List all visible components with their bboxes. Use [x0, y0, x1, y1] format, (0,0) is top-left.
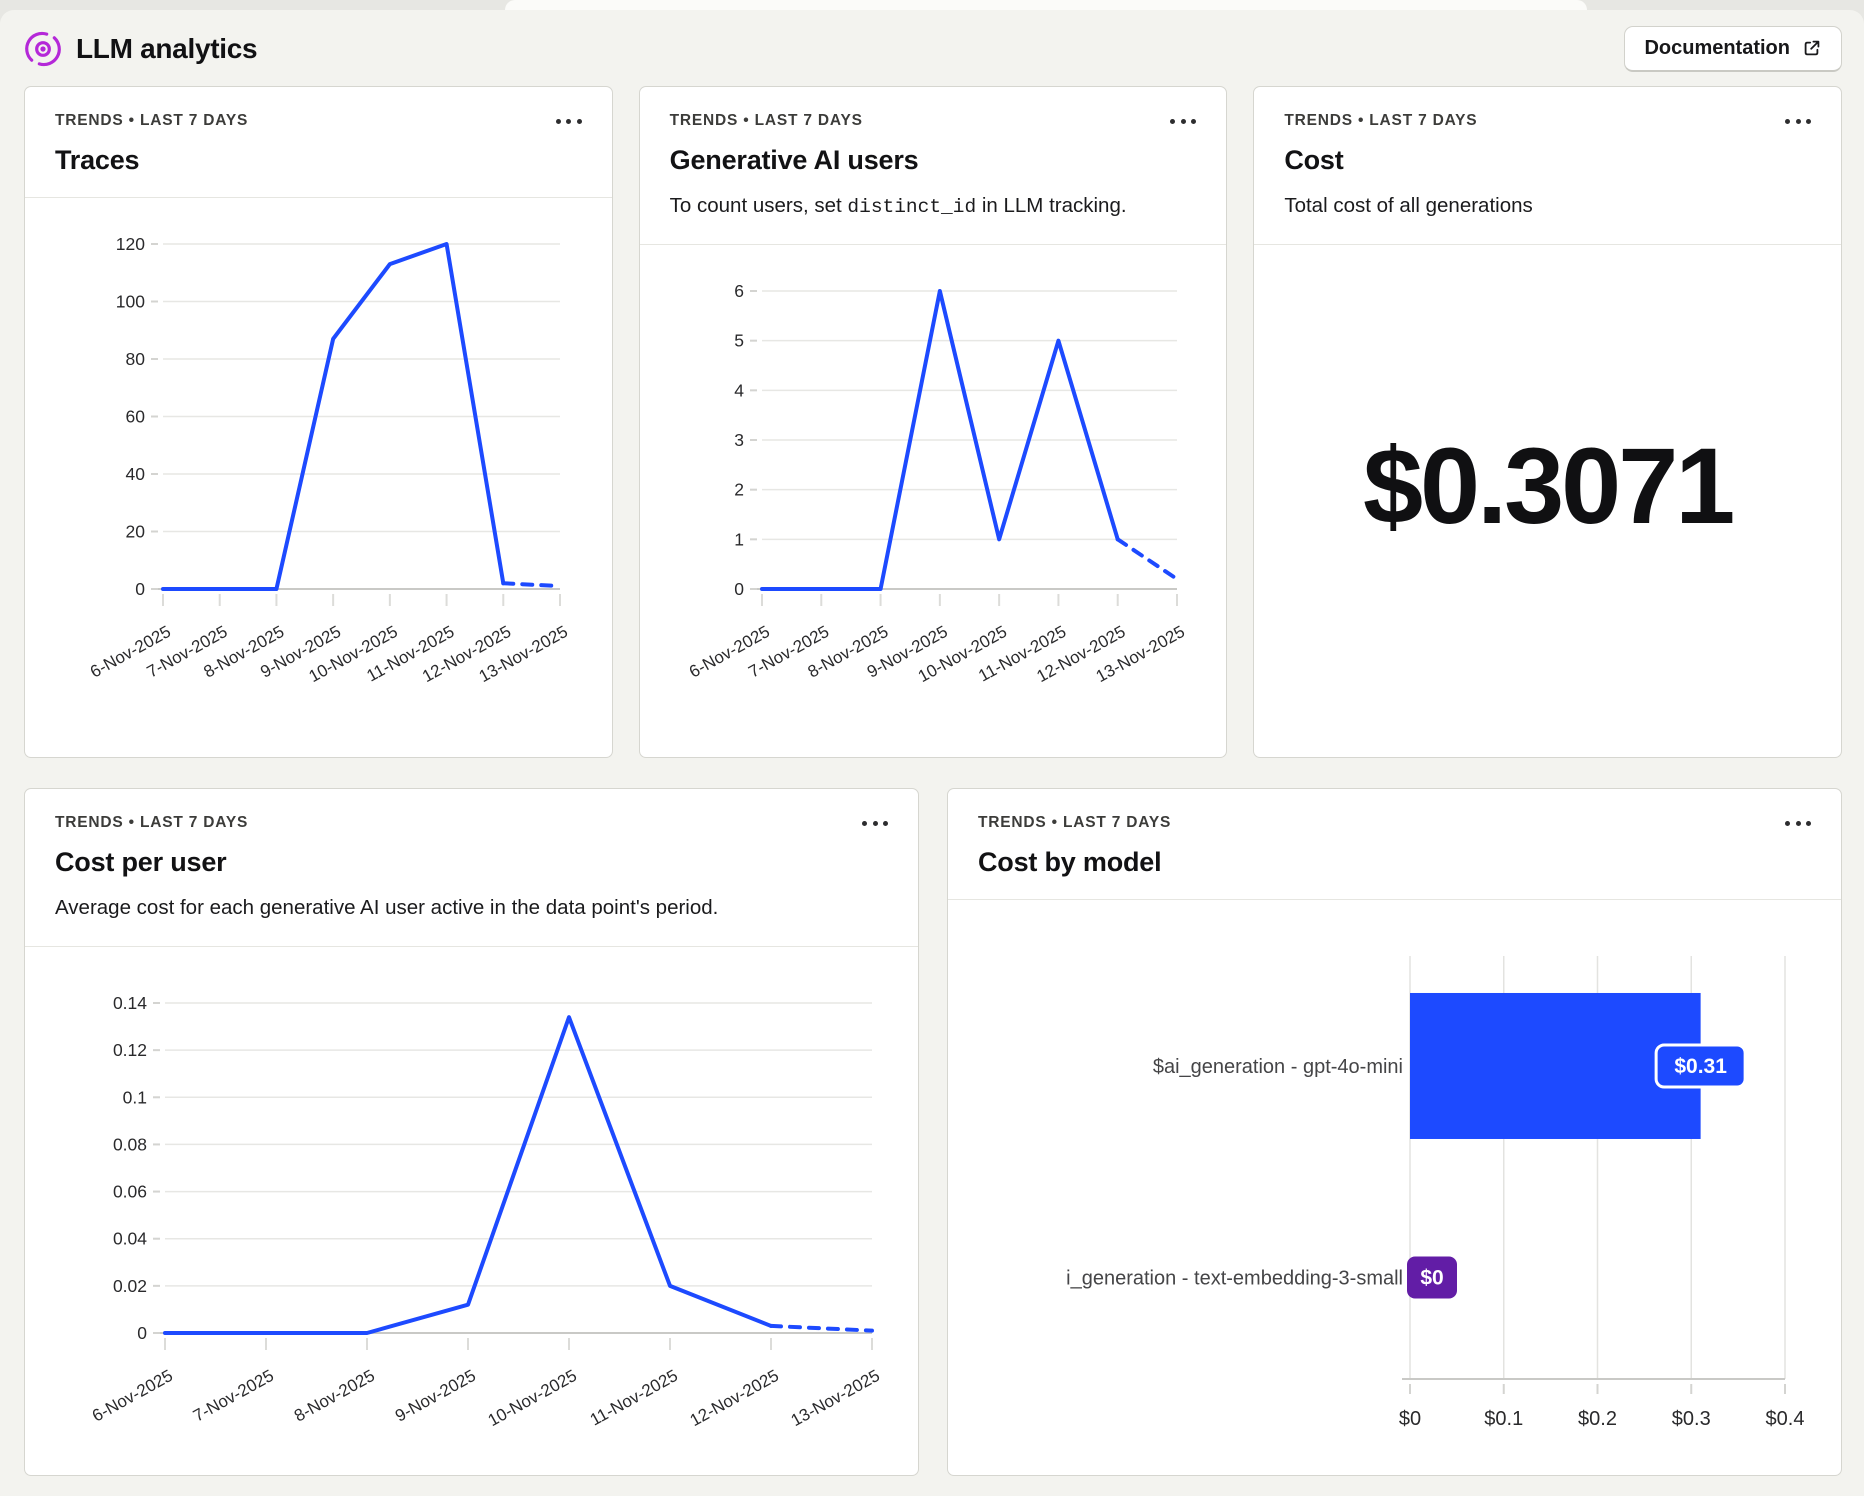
card-eyebrow: TRENDS • LAST 7 DAYS	[1284, 112, 1478, 129]
cost-by-model-bar-chart[interactable]: $0 $0.1 $0.2 $0.3 $0.4 $ai_generation - gpt-4…	[948, 900, 1841, 1475]
svg-text:40: 40	[126, 464, 146, 484]
traces-line-chart[interactable]: 0204060801001206-Nov-20257-Nov-20258-Nov…	[25, 198, 612, 757]
cost-per-user-chart-area: 0 0.02 0.04 0.06 0.08 0.1 0.12 0.14 6-Nov-2025 7-…	[25, 947, 918, 1475]
card-eyebrow: TRENDS • LAST 7 DAYS	[55, 814, 249, 831]
svg-text:8-Nov-2025: 8-Nov-2025	[291, 1366, 378, 1426]
svg-text:$0: $0	[1420, 1266, 1443, 1289]
card-description: To count users, set distinct_id in LLM t…	[669, 194, 1127, 218]
svg-text:100: 100	[116, 292, 145, 312]
svg-text:6-Nov-2025: 6-Nov-2025	[89, 1366, 176, 1426]
card-title: Cost per user	[55, 847, 227, 877]
svg-text:12-Nov-2025: 12-Nov-2025	[687, 1366, 782, 1430]
svg-text:0.04: 0.04	[113, 1229, 147, 1249]
card-description: Average cost for each generative AI user…	[55, 896, 719, 919]
insight-card-cost-per-user: TRENDS • LAST 7 DAYS Cost per user Avera…	[24, 788, 919, 1476]
svg-text:$0.3: $0.3	[1672, 1408, 1711, 1430]
traces-chart-area: 0 20 40 60 80 100 120 6-Nov-2025 7-Nov-2025 8-Nov…	[25, 198, 612, 757]
card-title: Generative AI users	[669, 145, 919, 175]
documentation-button-label: Documentation	[1644, 37, 1790, 59]
generative-ai-users-line-chart[interactable]: 01234566-Nov-20257-Nov-20258-Nov-20259-N…	[640, 245, 1227, 757]
svg-text:$0.4: $0.4	[1766, 1408, 1805, 1430]
card-eyebrow: TRENDS • LAST 7 DAYS	[978, 814, 1172, 831]
card-title: Cost	[1284, 145, 1344, 175]
svg-text:7-Nov-2025: 7-Nov-2025	[190, 1366, 277, 1426]
generative-ai-users-chart-area: 0 1 2 3 4 5 6 6-Nov-2025 7-Nov-2025 8-Nov-2025 9-N…	[640, 245, 1227, 757]
dashboard-row-top: TRENDS • LAST 7 DAYS Traces 0 20 40 60 80 100…	[0, 84, 1864, 758]
card-meta: TRENDS • LAST 7 DAYS Traces	[25, 87, 612, 198]
card-menu-button[interactable]	[1166, 111, 1200, 132]
svg-text:2: 2	[734, 480, 744, 500]
svg-text:0: 0	[734, 579, 744, 599]
inline-code: distinct_id	[847, 196, 977, 218]
svg-text:60: 60	[126, 407, 146, 427]
top-window-strip	[0, 0, 1864, 10]
svg-text:13-Nov-2025: 13-Nov-2025	[788, 1366, 883, 1430]
card-menu-button[interactable]	[1781, 111, 1815, 132]
svg-text:4: 4	[734, 381, 744, 401]
card-meta: TRENDS • LAST 7 DAYS Cost by model	[948, 789, 1841, 900]
svg-text:11-Nov-2025: 11-Nov-2025	[587, 1366, 681, 1430]
card-menu-button[interactable]	[858, 813, 892, 834]
insight-card-traces: TRENDS • LAST 7 DAYS Traces 0 20 40 60 80 100…	[24, 86, 613, 758]
card-meta: TRENDS • LAST 7 DAYS Generative AI users…	[639, 87, 1227, 246]
card-title: Traces	[55, 145, 140, 175]
svg-text:120: 120	[116, 234, 145, 254]
card-meta: TRENDS • LAST 7 DAYS Cost per user Avera…	[25, 789, 918, 947]
svg-text:0.06: 0.06	[113, 1181, 147, 1201]
card-meta: TRENDS • LAST 7 DAYS Cost Total cost of …	[1254, 87, 1841, 245]
external-link-icon	[1801, 38, 1822, 59]
svg-text:0.14: 0.14	[113, 993, 147, 1013]
card-eyebrow: TRENDS • LAST 7 DAYS	[55, 112, 249, 129]
svg-text:5: 5	[734, 331, 744, 351]
svg-text:9-Nov-2025: 9-Nov-2025	[392, 1366, 479, 1426]
page-title: LLM analytics	[76, 33, 258, 64]
dashboard-row-bottom: TRENDS • LAST 7 DAYS Cost per user Avera…	[0, 758, 1864, 1476]
svg-text:i_generation - text-embedding-: i_generation - text-embedding-3-small	[1066, 1267, 1403, 1289]
cost-by-model-chart-area: $0 $0.1 $0.2 $0.3 $0.4 $ai_generation - gpt-4…	[948, 900, 1841, 1475]
total-cost-value: $0.3071	[1362, 425, 1735, 547]
svg-text:$ai_generation - gpt-4o-mini: $ai_generation - gpt-4o-mini	[1153, 1056, 1403, 1078]
svg-text:80: 80	[126, 349, 146, 369]
card-eyebrow: TRENDS • LAST 7 DAYS	[669, 112, 863, 129]
insight-card-cost-by-model: TRENDS • LAST 7 DAYS Cost by model $0 $0.…	[947, 788, 1842, 1476]
svg-text:0: 0	[135, 579, 145, 599]
card-menu-button[interactable]	[552, 111, 586, 132]
card-description: Total cost of all generations	[1284, 194, 1533, 217]
svg-text:$0.1: $0.1	[1484, 1408, 1523, 1430]
card-menu-button[interactable]	[1781, 813, 1815, 834]
llm-analytics-icon	[24, 30, 62, 68]
background-tab	[505, 0, 1587, 10]
card-title: Cost by model	[978, 847, 1162, 877]
svg-text:$0.2: $0.2	[1578, 1408, 1617, 1430]
page-header: LLM analytics Documentation	[0, 10, 1864, 84]
svg-text:10-Nov-2025: 10-Nov-2025	[485, 1366, 580, 1430]
svg-text:0.08: 0.08	[113, 1134, 147, 1154]
insight-card-cost: TRENDS • LAST 7 DAYS Cost Total cost of …	[1253, 86, 1842, 758]
svg-text:1: 1	[734, 530, 744, 550]
svg-text:0.1: 0.1	[123, 1087, 147, 1107]
svg-text:$0: $0	[1399, 1408, 1421, 1430]
insight-card-generative-ai-users: TRENDS • LAST 7 DAYS Generative AI users…	[638, 86, 1228, 758]
svg-text:$0.31: $0.31	[1674, 1055, 1727, 1078]
documentation-button[interactable]: Documentation	[1624, 26, 1842, 72]
cost-per-user-line-chart[interactable]: 0 0.02 0.04 0.06 0.08 0.1 0.12 0.14 6-Nov-2025 7-…	[25, 947, 918, 1475]
svg-text:0: 0	[137, 1323, 147, 1343]
svg-text:0.12: 0.12	[113, 1040, 147, 1060]
svg-text:3: 3	[734, 430, 744, 450]
svg-text:6: 6	[734, 281, 744, 301]
llm-analytics-page: LLM analytics Documentation TRENDS • LAS…	[0, 10, 1864, 1496]
svg-text:20: 20	[126, 522, 146, 542]
svg-text:0.02: 0.02	[113, 1276, 147, 1296]
